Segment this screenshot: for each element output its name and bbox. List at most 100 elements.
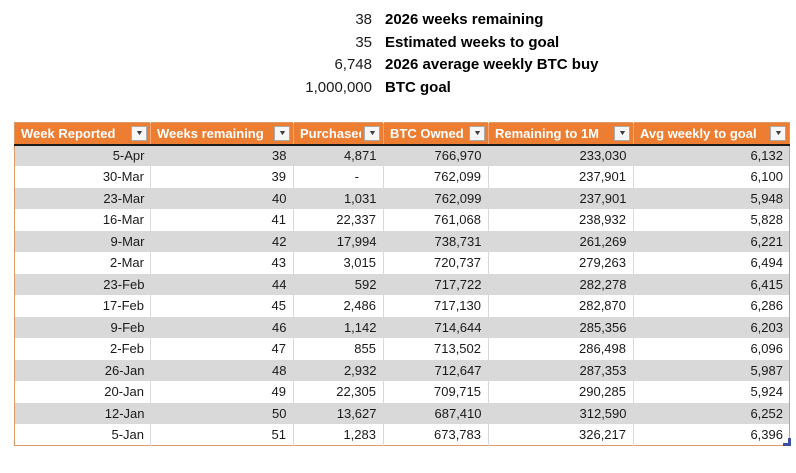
table-cell-avg-weekly-to-goal: 6,132 — [633, 144, 790, 166]
table-cell-weeks-remaining: 50 — [150, 402, 294, 424]
table-cell-purchased: 22,337 — [293, 209, 384, 231]
table-cell-week-reported: 2-Feb — [14, 338, 151, 360]
column-header: Weeks remaining ▼ — [150, 122, 294, 146]
column-header-label: Purchased — [300, 125, 361, 141]
table-cell-week-reported: 16-Mar — [14, 209, 151, 231]
table-cell-weeks-remaining: 44 — [150, 273, 294, 295]
table-cell-week-reported: 17-Feb — [14, 295, 151, 317]
table-cell-btc-owned: 717,130 — [383, 295, 489, 317]
column-header: Purchased ▼ — [293, 122, 384, 146]
table-cell-weeks-remaining: 39 — [150, 166, 294, 188]
table-row: 16-Mar 41 22,337 761,068 238,932 5,828 — [14, 209, 790, 231]
table-cell-btc-owned: 673,783 — [383, 424, 489, 446]
table-cell-weeks-remaining: 49 — [150, 381, 294, 403]
table-body: 5-Apr 38 4,871 766,970 233,030 6,132 30-… — [14, 144, 790, 446]
table-cell-remaining-to-1m: 287,353 — [488, 359, 634, 381]
filter-dropdown-button[interactable]: ▼ — [274, 125, 290, 141]
table-resize-handle[interactable] — [783, 438, 791, 446]
summary-label: 2026 weeks remaining — [385, 11, 544, 28]
table-cell-avg-weekly-to-goal: 6,494 — [633, 252, 790, 274]
filter-dropdown-button[interactable]: ▼ — [364, 125, 380, 141]
summary-row: 35 Estimated weeks to goal — [0, 32, 796, 55]
table-cell-purchased: 3,015 — [293, 252, 384, 274]
summary-value: 1,000,000 — [305, 78, 372, 96]
table-cell-purchased: 1,283 — [293, 424, 384, 446]
table-cell-avg-weekly-to-goal: 6,286 — [633, 295, 790, 317]
table-cell-btc-owned: 687,410 — [383, 402, 489, 424]
table-cell-avg-weekly-to-goal: 6,100 — [633, 166, 790, 188]
table-cell-week-reported: 5-Jan — [14, 424, 151, 446]
table-row: 23-Feb 44 592 717,722 282,278 6,415 — [14, 273, 790, 295]
table-row: 26-Jan 48 2,932 712,647 287,353 5,987 — [14, 359, 790, 381]
table-cell-purchased: 4,871 — [293, 144, 384, 166]
table-cell-btc-owned: 714,644 — [383, 316, 489, 338]
table-cell-purchased: 17,994 — [293, 230, 384, 252]
filter-dropdown-button[interactable]: ▼ — [770, 125, 786, 141]
table-cell-remaining-to-1m: 238,932 — [488, 209, 634, 231]
table-cell-remaining-to-1m: 237,901 — [488, 187, 634, 209]
chevron-down-icon: ▼ — [134, 129, 144, 137]
column-header-inner: BTC Owned ▼ — [384, 123, 488, 144]
chevron-down-icon: ▼ — [472, 129, 482, 137]
table-row: 9-Mar 42 17,994 738,731 261,269 6,221 — [14, 230, 790, 252]
table-cell-purchased: 1,031 — [293, 187, 384, 209]
table-cell-weeks-remaining: 43 — [150, 252, 294, 274]
table-header-row: Week Reported ▼ Weeks remaining ▼ Purcha… — [14, 122, 790, 146]
table-cell-remaining-to-1m: 261,269 — [488, 230, 634, 252]
table-cell-avg-weekly-to-goal: 5,987 — [633, 359, 790, 381]
table-cell-purchased: 13,627 — [293, 402, 384, 424]
filter-dropdown-button[interactable]: ▼ — [131, 125, 147, 141]
table-row: 17-Feb 45 2,486 717,130 282,870 6,286 — [14, 295, 790, 317]
table-row: 2-Mar 43 3,015 720,737 279,263 6,494 — [14, 252, 790, 274]
summary-row: 1,000,000 BTC goal — [0, 77, 796, 100]
table-cell-btc-owned: 766,970 — [383, 144, 489, 166]
column-header: Remaining to 1M ▼ — [488, 122, 634, 146]
filter-dropdown-button[interactable]: ▼ — [469, 125, 485, 141]
table-cell-remaining-to-1m: 312,590 — [488, 402, 634, 424]
chevron-down-icon: ▼ — [277, 129, 287, 137]
column-header-inner: Week Reported ▼ — [15, 123, 150, 144]
column-header-inner: Avg weekly to goal ▼ — [634, 123, 789, 144]
btc-tracking-table-wrap: Week Reported ▼ Weeks remaining ▼ Purcha… — [14, 122, 791, 446]
chevron-down-icon: ▼ — [773, 129, 783, 137]
filter-dropdown-button[interactable]: ▼ — [614, 125, 630, 141]
summary-block: 38 2026 weeks remaining 35 Estimated wee… — [0, 0, 796, 99]
table-cell-weeks-remaining: 45 — [150, 295, 294, 317]
column-header-inner: Purchased ▼ — [294, 123, 383, 144]
table-cell-avg-weekly-to-goal: 5,924 — [633, 381, 790, 403]
table-cell-weeks-remaining: 48 — [150, 359, 294, 381]
table-cell-avg-weekly-to-goal: 5,948 — [633, 187, 790, 209]
table-cell-purchased: - — [293, 166, 384, 188]
table-cell-remaining-to-1m: 290,285 — [488, 381, 634, 403]
chevron-down-icon: ▼ — [367, 129, 377, 137]
table-cell-weeks-remaining: 42 — [150, 230, 294, 252]
table-cell-weeks-remaining: 46 — [150, 316, 294, 338]
table-cell-btc-owned: 709,715 — [383, 381, 489, 403]
table-cell-remaining-to-1m: 279,263 — [488, 252, 634, 274]
table-cell-week-reported: 20-Jan — [14, 381, 151, 403]
table-cell-btc-owned: 762,099 — [383, 187, 489, 209]
table-row: 23-Mar 40 1,031 762,099 237,901 5,948 — [14, 187, 790, 209]
table-cell-remaining-to-1m: 326,217 — [488, 424, 634, 446]
column-header: Avg weekly to goal ▼ — [633, 122, 790, 146]
summary-label: Estimated weeks to goal — [385, 33, 560, 51]
table-cell-week-reported: 2-Mar — [14, 252, 151, 274]
table-cell-btc-owned: 717,722 — [383, 273, 489, 295]
table-cell-remaining-to-1m: 286,498 — [488, 338, 634, 360]
chevron-down-icon: ▼ — [617, 129, 627, 137]
table-row: 9-Feb 46 1,142 714,644 285,356 6,203 — [14, 316, 790, 338]
table-cell-week-reported: 30-Mar — [14, 166, 151, 188]
table-cell-avg-weekly-to-goal: 5,828 — [633, 209, 790, 231]
table-cell-avg-weekly-to-goal: 6,415 — [633, 273, 790, 295]
table-cell-remaining-to-1m: 237,901 — [488, 166, 634, 188]
table-row: 30-Mar 39 - 762,099 237,901 6,100 — [14, 166, 790, 188]
table-cell-purchased: 592 — [293, 273, 384, 295]
summary-label: 2026 average weekly BTC buy — [385, 56, 599, 73]
table-cell-week-reported: 23-Mar — [14, 187, 151, 209]
table-cell-purchased: 2,486 — [293, 295, 384, 317]
table-cell-remaining-to-1m: 233,030 — [488, 144, 634, 166]
table-row: 20-Jan 49 22,305 709,715 290,285 5,924 — [14, 381, 790, 403]
table-row: 5-Jan 51 1,283 673,783 326,217 6,396 — [14, 424, 790, 446]
summary-value: 6,748 — [334, 56, 372, 73]
summary-row: 6,748 2026 average weekly BTC buy — [0, 54, 796, 77]
